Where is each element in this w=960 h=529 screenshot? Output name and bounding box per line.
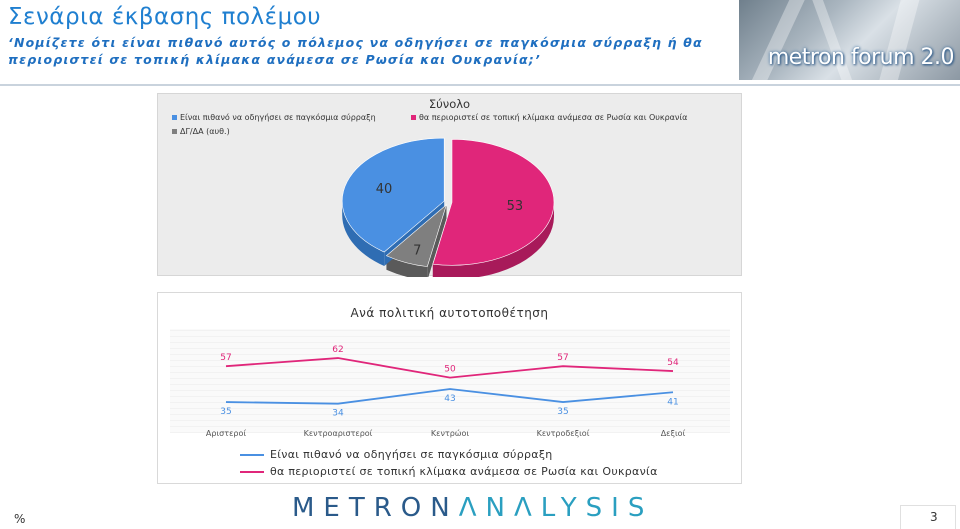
pie-chart-panel: Σύνολο Είναι πιθανό να οδηγήσει σε παγκό… — [157, 93, 742, 277]
legend-item: ΔΓ/ΔΑ (αυθ.) — [172, 127, 230, 136]
legend-swatch — [172, 115, 177, 120]
footer-logo-part1: METRON — [292, 493, 459, 523]
page-number-box — [900, 505, 956, 529]
legend-swatch — [411, 115, 416, 120]
legend-label: θα περιοριστεί σε τοπική κλίμακα ανάμεσα… — [419, 113, 688, 122]
page-title: Σενάρια έκβασης πολέμου — [8, 4, 322, 30]
legend-item: Είναι πιθανό να οδηγήσει σε παγκόσμια σύ… — [240, 448, 553, 461]
line-data-label: 35 — [557, 407, 568, 417]
pie-slice-side — [432, 202, 554, 277]
brand-logo: metron forum 2.0 — [739, 0, 960, 80]
footer-logo-part2: ΛNΛLYSIS — [458, 493, 654, 523]
legend-item: Είναι πιθανό να οδηγήσει σε παγκόσμια σύ… — [172, 113, 376, 122]
line-data-label: 54 — [667, 358, 679, 368]
x-tick-label: Κεντροδεξιοί — [537, 429, 590, 438]
pie-data-label: 53 — [507, 199, 524, 214]
pie-slice — [341, 137, 445, 253]
pie-chart: 53 7 40 — [341, 137, 555, 277]
legend-item: θα περιοριστεί σε τοπική κλίμακα ανάμεσα… — [240, 465, 658, 478]
header: Σενάρια έκβασης πολέμου ‘Νομίζετε ότι εί… — [0, 0, 960, 84]
legend-line — [240, 454, 264, 456]
pie-slice — [385, 203, 448, 267]
pie-slice-side — [342, 201, 385, 267]
page-subtitle: ‘Νομίζετε ότι είναι πιθανό αυτός ο πόλεμ… — [8, 35, 703, 67]
pie-data-label: 40 — [376, 182, 393, 197]
legend-label: θα περιοριστεί σε τοπική κλίμακα ανάμεσα… — [270, 465, 658, 478]
line-chart-title: Ανά πολιτική αυτοτοποθέτηση — [350, 306, 549, 320]
line-data-label: 34 — [332, 409, 344, 419]
pie-slice — [432, 138, 555, 266]
x-tick-label: Κεντρώοι — [431, 428, 470, 438]
line-chart: 35 34 43 35 41 57 62 50 57 54 Αριστεροί Κεντροαριστ… — [206, 345, 686, 438]
legend-label: Είναι πιθανό να οδηγήσει σε παγκόσμια σύ… — [270, 448, 553, 461]
line-data-label: 35 — [220, 407, 231, 417]
x-tick-label: Δεξιοί — [661, 429, 686, 438]
x-tick-label: Κεντροαριστεροί — [304, 429, 373, 438]
legend-swatch — [172, 129, 177, 134]
pie-data-label: 7 — [413, 243, 421, 258]
legend-line — [240, 471, 264, 473]
legend-item: θα περιοριστεί σε τοπική κλίμακα ανάμεσα… — [411, 113, 687, 122]
legend-label: ΔΓ/ΔΑ (αυθ.) — [180, 127, 230, 136]
x-tick-label: Αριστεροί — [206, 429, 246, 438]
line-chart-panel: Ανά πολιτική αυτοτοποθέτηση 35 34 43 35 41 57… — [157, 292, 742, 484]
brand-text: metron forum 2.0 — [767, 45, 955, 70]
line-chart-plot-area — [170, 329, 730, 433]
unit-label: % — [14, 512, 26, 526]
pie-chart-title: Σύνολο — [428, 97, 471, 111]
line-data-label: 57 — [557, 353, 568, 363]
header-divider — [0, 84, 960, 86]
line-series — [225, 357, 674, 379]
line-data-label: 50 — [444, 365, 456, 375]
line-data-label: 43 — [444, 394, 455, 404]
footer-logo: METRONΛNΛLYSIS — [292, 493, 653, 523]
legend-label: Είναι πιθανό να οδηγήσει σε παγκόσμια σύ… — [180, 113, 376, 122]
line-series — [225, 388, 674, 405]
line-data-label: 62 — [332, 345, 343, 355]
line-data-label: 41 — [667, 397, 678, 407]
line-data-label: 57 — [220, 353, 231, 363]
page-number: 3 — [930, 510, 938, 524]
